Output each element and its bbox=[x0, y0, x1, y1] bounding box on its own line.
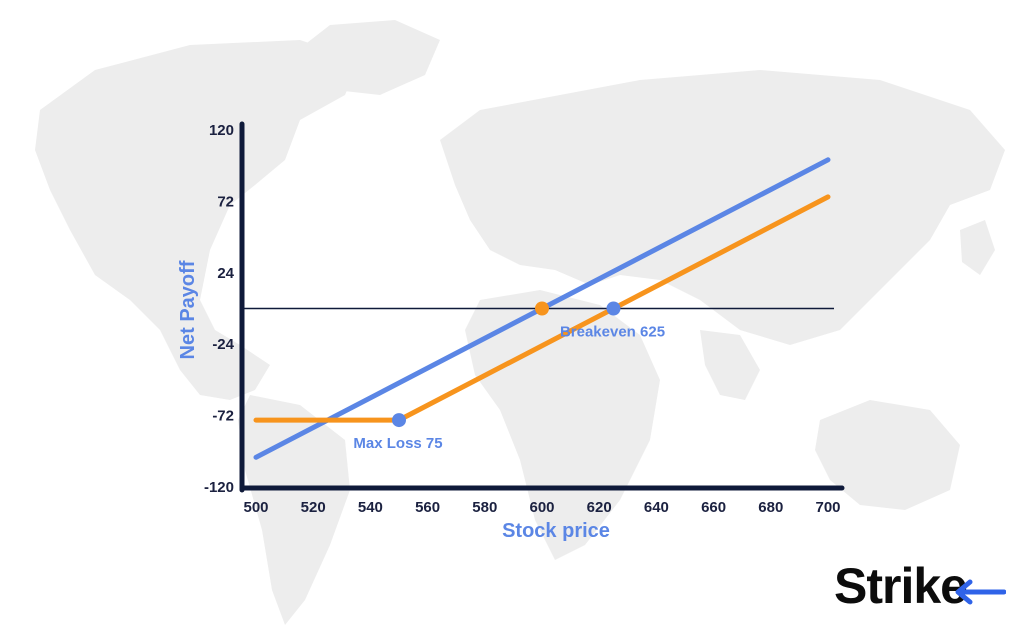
y-tick-label: 24 bbox=[217, 265, 234, 282]
world-map-background bbox=[35, 20, 1005, 625]
brand-wordmark: Strike bbox=[834, 558, 968, 614]
y-tick-label: 72 bbox=[217, 193, 234, 210]
strike-logo: Strike bbox=[834, 556, 1006, 616]
y-axis-title: Net Payoff bbox=[177, 260, 199, 359]
x-tick-label: 600 bbox=[529, 499, 554, 516]
x-tick-label: 540 bbox=[358, 499, 383, 516]
x-tick-label: 680 bbox=[758, 499, 783, 516]
x-tick-label: 700 bbox=[815, 499, 840, 516]
x-tick-label: 640 bbox=[644, 499, 669, 516]
y-tick-label: -120 bbox=[204, 479, 234, 496]
x-tick-label: 660 bbox=[701, 499, 726, 516]
x-tick-label: 520 bbox=[301, 499, 326, 516]
marker-point bbox=[606, 301, 621, 316]
x-tick-label: 560 bbox=[415, 499, 440, 516]
annotation-label: Max Loss 75 bbox=[353, 435, 442, 452]
annotation-label: Breakeven 625 bbox=[560, 324, 665, 341]
marker-point bbox=[535, 301, 549, 316]
y-tick-label: 120 bbox=[209, 122, 234, 139]
x-tick-label: 580 bbox=[472, 499, 497, 516]
marker-point bbox=[392, 413, 406, 428]
x-tick-label: 500 bbox=[243, 499, 268, 516]
x-axis-title: Stock price bbox=[502, 520, 610, 542]
left-arrow-icon bbox=[955, 579, 1006, 605]
x-tick-label: 620 bbox=[587, 499, 612, 516]
y-tick-label: -24 bbox=[212, 336, 234, 353]
y-tick-label: -72 bbox=[212, 408, 234, 425]
